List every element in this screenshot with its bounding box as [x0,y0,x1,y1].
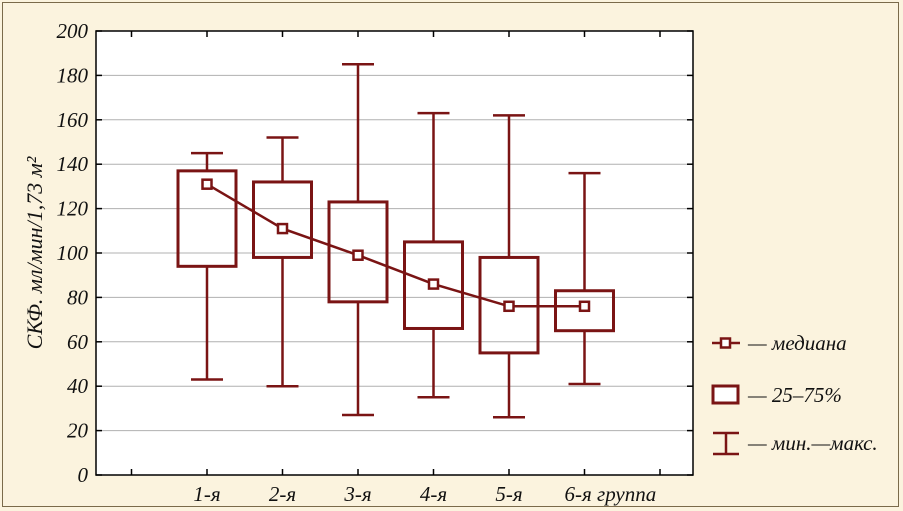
y-tick-label: 180 [57,63,89,87]
y-tick-label: 80 [67,285,89,309]
boxes [176,63,615,419]
gridlines [96,74,693,432]
y-tick-label: 140 [57,152,89,176]
x-tick-label: 2-я [269,482,296,506]
y-tick-label: 60 [67,330,89,354]
y-tick-label: 120 [57,197,89,221]
x-tick-label: 1-я [193,482,220,506]
x-axis: 1-я 2-я 3-я 4-я 5-я 6-я группа [130,31,661,506]
median-point [201,178,213,190]
y-tick-label: 200 [57,19,89,43]
iqr-box [403,240,464,330]
legend-range-marker [713,431,739,456]
y-axis-label: СКФ. мл/мин/1,73 м² [22,156,47,349]
y-tick-label: 40 [67,374,89,398]
x-tick-label: 6-я группа [565,482,657,506]
box-group [252,136,313,388]
iqr-box [252,180,313,259]
legend: — медиана — 25–75% — мин.—макс. [711,331,878,456]
legend-box-label: — 25–75% [747,383,842,407]
median-point [276,222,289,235]
y-axis: 0 20 40 60 80 100 120 140 160 180 200 [57,19,693,487]
x-tick-label: 5-я [495,482,522,506]
legend-range-label: — мин.—макс. [747,431,878,455]
y-tick-label: 0 [78,463,89,487]
median-line [206,183,585,308]
x-tick-label: 4-я [420,482,447,506]
box-group [327,63,389,417]
box-group [176,151,238,381]
legend-box-marker [711,384,740,405]
legend-median-marker [712,337,740,349]
median-point [503,300,515,313]
y-tick-label: 100 [57,241,89,265]
iqr-box [327,200,389,304]
median-series [201,178,591,313]
median-point [352,249,364,261]
median-point [578,300,591,313]
x-tick-label: 3-я [343,482,371,506]
median-point [427,278,440,290]
y-tick-label: 20 [67,419,89,443]
box-group [554,171,615,386]
box-group [403,111,464,399]
iqr-box [554,289,615,333]
legend-median-label: — медиана [747,331,847,355]
y-tick-label: 160 [57,108,89,132]
iqr-box [176,169,238,268]
